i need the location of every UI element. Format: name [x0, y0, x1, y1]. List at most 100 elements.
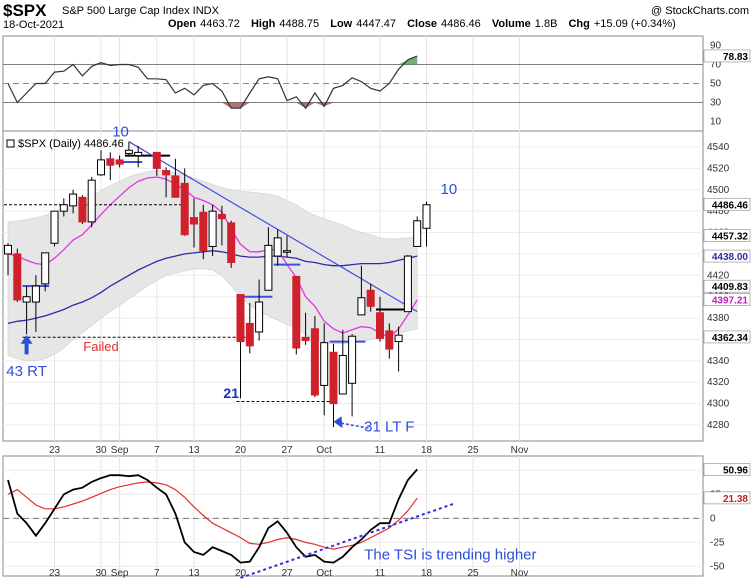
- x-tick-label: Sep: [111, 445, 129, 456]
- watermark: @ StockCharts.com: [651, 5, 749, 17]
- price-label: 4362.34: [712, 333, 749, 344]
- rsi-tick-label: 50: [710, 79, 722, 90]
- x-tick-label: 13: [188, 445, 200, 456]
- candle-body: [348, 335, 357, 384]
- x-tick-label: 30: [95, 568, 107, 579]
- ohlc-readout: Open 4463.72 High 4488.75 Low 4447.47 Close…: [168, 18, 676, 30]
- price-annotation: 10: [112, 123, 129, 140]
- candle-body: [124, 149, 133, 154]
- candle-body: [403, 255, 412, 313]
- y-tick-label: 4500: [707, 185, 730, 196]
- rsi-tick-label: 90: [710, 41, 722, 52]
- price-label-box: [703, 229, 751, 242]
- x-tick-label: 20: [235, 445, 247, 456]
- candle-body: [199, 211, 208, 252]
- x-tick-label: 23: [49, 445, 61, 456]
- price-trendline: [128, 141, 418, 313]
- candle-body: [152, 151, 161, 169]
- y-tick-label: 4540: [707, 142, 730, 153]
- candle-body: [283, 250, 291, 253]
- candle-body: [190, 217, 198, 225]
- x-tick-label: 25: [467, 568, 479, 579]
- candle-body: [292, 275, 301, 349]
- candle-body: [422, 204, 431, 229]
- rsi-tick-label: 30: [710, 98, 722, 109]
- tsi-trendline: [240, 502, 457, 579]
- x-tick-label: 25: [467, 445, 479, 456]
- candle-body: [366, 289, 375, 307]
- price-annotation: 31 LT F: [364, 418, 414, 435]
- tsi-annotation: The TSI is trending higher: [364, 547, 536, 564]
- candle-body: [4, 244, 12, 255]
- x-tick-label: 18: [421, 445, 433, 456]
- up-arrow-icon: [20, 335, 33, 355]
- y-tick-label: 4380: [707, 313, 730, 324]
- candle-body: [180, 182, 189, 236]
- candle-body: [97, 159, 105, 176]
- price-label: 4457.32: [712, 231, 749, 242]
- candle-body: [41, 252, 50, 285]
- tsi-value-box: [703, 491, 751, 505]
- symbol-title: $SPX: [3, 1, 47, 20]
- y-tick-label: 4520: [707, 163, 730, 174]
- price-annotation: Failed: [83, 339, 118, 354]
- candle-body: [338, 354, 347, 395]
- candle-body: [273, 237, 282, 257]
- candle-body: [13, 253, 22, 301]
- y-tick-label: 4480: [707, 206, 730, 217]
- candle-body: [115, 159, 124, 165]
- candle-body: [394, 334, 403, 343]
- y-tick-label: 4280: [707, 420, 730, 431]
- candle-body: [50, 210, 59, 244]
- left-arrow-icon: [333, 416, 343, 429]
- x-tick-label: 30: [95, 445, 107, 456]
- price-label: 4397.21: [712, 296, 749, 307]
- price-annotation: 21: [223, 385, 239, 401]
- price-label-box: [703, 249, 751, 263]
- bollinger-band: [7, 170, 418, 362]
- price-label-box: [703, 293, 751, 306]
- candle-body: [357, 297, 366, 316]
- x-tick-label: Sep: [111, 568, 129, 579]
- price-annotation: 43 RT: [6, 363, 47, 380]
- candle-body: [59, 204, 68, 212]
- x-tick-label: Nov: [511, 568, 529, 579]
- chart-date: 18-Oct-2021: [3, 19, 64, 31]
- tsi-value-label: 50.96: [723, 465, 748, 476]
- tsi-value-label: 21.38: [723, 494, 748, 505]
- candle-body: [134, 151, 143, 157]
- candle-body: [31, 285, 40, 303]
- candle-body: [255, 301, 264, 333]
- price-label-box: [703, 279, 751, 293]
- candle-body: [320, 342, 329, 386]
- x-tick-label: 27: [281, 568, 293, 579]
- price-label-box: [703, 197, 751, 211]
- rsi-value-label: 78.83: [723, 52, 748, 63]
- candle-body: [22, 296, 31, 303]
- x-tick-label: 27: [281, 445, 293, 456]
- candle-body: [329, 351, 338, 405]
- price-label: 4438.00: [712, 252, 749, 263]
- x-tick-label: 18: [421, 568, 433, 579]
- rsi-line: [7, 55, 418, 110]
- x-tick-label: Oct: [316, 445, 332, 456]
- price-panel-title: $SPX (Daily) 4486.46: [18, 138, 124, 150]
- candle-body: [227, 222, 236, 263]
- tsi-tick-label: 0: [710, 513, 716, 524]
- candle-body: [87, 179, 96, 223]
- candle-body: [385, 330, 394, 350]
- rsi-tick-label: 10: [710, 117, 722, 128]
- candle-body: [264, 244, 273, 291]
- candle-body: [245, 322, 254, 347]
- x-tick-label: 20: [235, 568, 247, 579]
- x-tick-label: Oct: [316, 568, 332, 579]
- candle-body: [376, 312, 384, 339]
- candle-body: [310, 328, 319, 396]
- price-label: 4486.46: [712, 200, 749, 211]
- candle-body: [106, 158, 115, 166]
- candle-body: [217, 213, 226, 220]
- legend-candle-icon: [6, 139, 15, 148]
- y-tick-label: 4300: [707, 399, 730, 410]
